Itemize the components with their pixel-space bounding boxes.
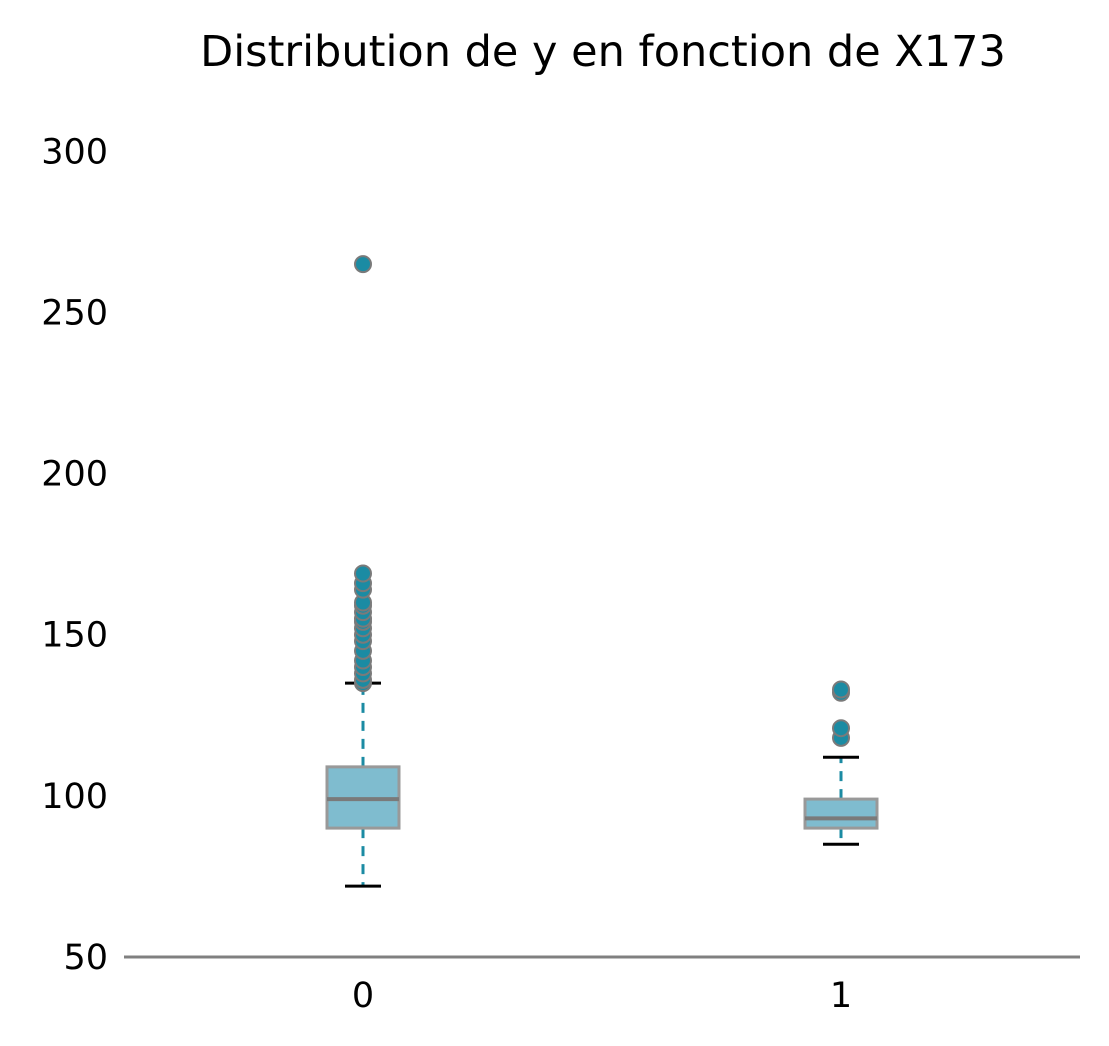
- x-tick-label: 0: [352, 976, 374, 1016]
- y-tick-label: 50: [63, 938, 108, 978]
- box-group-0: [325, 255, 401, 888]
- chart-title: Distribution de y en fonction de X173: [200, 27, 1006, 77]
- outlier-point: [354, 564, 372, 583]
- axes: 50 100 150 200 250 300 0 1: [41, 132, 1080, 1016]
- outlier-point: [832, 719, 850, 738]
- y-tick-label: 200: [41, 455, 108, 495]
- y-tick-label: 250: [41, 293, 108, 333]
- outlier-point: [832, 680, 850, 699]
- y-tick-label: 100: [41, 777, 108, 817]
- outlier-point: [354, 255, 372, 274]
- iqr-box: [803, 797, 879, 830]
- x-tick-label: 1: [830, 976, 852, 1016]
- y-tick-label: 300: [41, 132, 108, 172]
- y-tick-label: 150: [41, 616, 108, 656]
- box-group-1: [803, 680, 879, 846]
- plot-area: [325, 255, 879, 888]
